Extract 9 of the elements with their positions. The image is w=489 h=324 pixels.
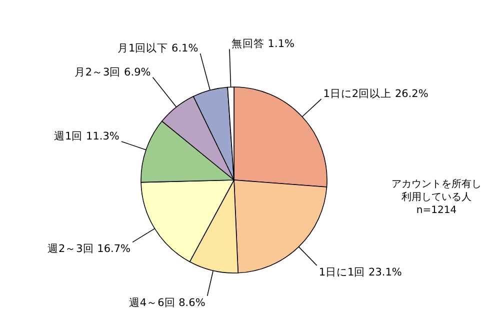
slice-label: 週1回 11.3% (54, 130, 120, 142)
slice-label: 1日に1回 23.1% (318, 266, 402, 278)
slice-label: 無回答 1.1% (231, 38, 295, 50)
slice-label: 1日に2回以上 26.2% (323, 87, 428, 100)
slice-label: 月2～3回 6.9% (74, 66, 151, 78)
text: n=1214 (415, 204, 458, 217)
slice-label: 週4～6回 8.6% (128, 296, 206, 309)
slice-label: 月1回以下 6.1% (118, 41, 198, 54)
slice-label: 週2～3回 16.7% (47, 243, 131, 256)
